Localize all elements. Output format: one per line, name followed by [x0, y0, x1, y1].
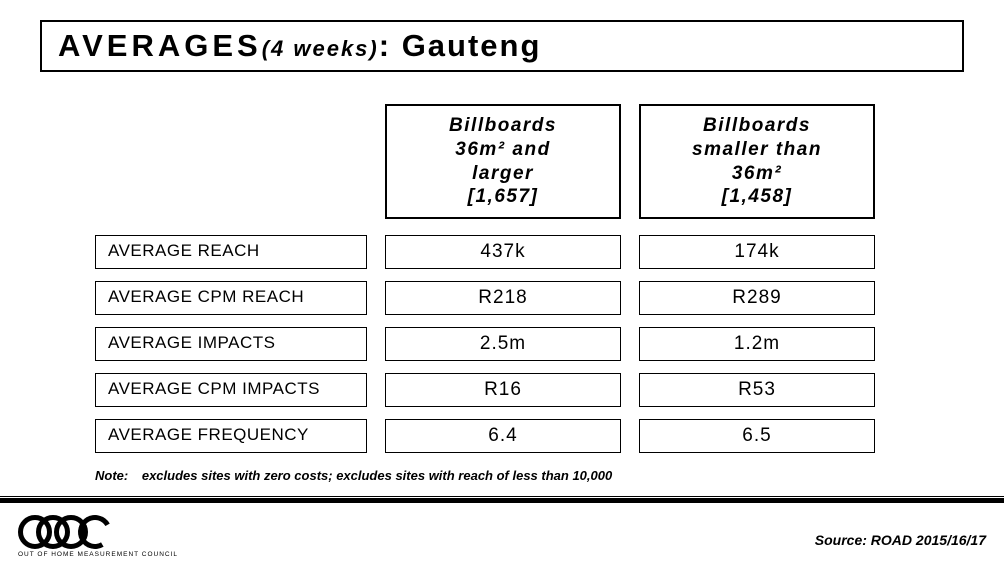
title-box: AVERAGES(4 weeks): Gauteng — [40, 20, 964, 72]
logo-subtext: OUT OF HOME MEASUREMENT COUNCIL — [18, 551, 178, 558]
slide: AVERAGES(4 weeks): Gauteng Billboards 36… — [0, 0, 1004, 570]
row-cell: 6.4 — [385, 419, 621, 453]
row-label: AVERAGE FREQUENCY — [95, 419, 367, 453]
column-header-small: Billboards smaller than 36m² [1,458] — [639, 104, 875, 219]
horizontal-divider — [0, 498, 1004, 503]
table-row: AVERAGE REACH 437k 174k — [95, 235, 904, 269]
note-label: Note: — [95, 468, 128, 483]
logo-glyphs-icon — [18, 515, 178, 549]
row-cell: R53 — [639, 373, 875, 407]
row-cell: R16 — [385, 373, 621, 407]
row-cell: 437k — [385, 235, 621, 269]
footnote: Note: excludes sites with zero costs; ex… — [95, 468, 612, 483]
table-row: AVERAGE IMPACTS 2.5m 1.2m — [95, 327, 904, 361]
title-region: Gauteng — [402, 28, 542, 63]
title-main: AVERAGES — [58, 28, 262, 63]
row-cell: 6.5 — [639, 419, 875, 453]
header-line: 36m² and — [393, 138, 613, 162]
header-line: Billboards — [393, 114, 613, 138]
source-citation: Source: ROAD 2015/16/17 — [815, 532, 986, 548]
header-count: [1,458] — [647, 185, 867, 209]
note-text: excludes sites with zero costs; excludes… — [142, 468, 612, 483]
row-label: AVERAGE REACH — [95, 235, 367, 269]
row-label: AVERAGE CPM IMPACTS — [95, 373, 367, 407]
header-line: larger — [393, 162, 613, 186]
title-sub: (4 weeks) — [262, 36, 379, 61]
row-cell: R289 — [639, 281, 875, 315]
omc-logo: OUT OF HOME MEASUREMENT COUNCIL — [18, 515, 178, 558]
comparison-table: Billboards 36m² and larger [1,657] Billb… — [95, 104, 904, 465]
row-cell: R218 — [385, 281, 621, 315]
row-label: AVERAGE IMPACTS — [95, 327, 367, 361]
header-spacer — [95, 104, 367, 219]
table-row: AVERAGE CPM REACH R218 R289 — [95, 281, 904, 315]
table-row: AVERAGE CPM IMPACTS R16 R53 — [95, 373, 904, 407]
header-count: [1,657] — [393, 185, 613, 209]
row-cell: 2.5m — [385, 327, 621, 361]
column-header-large: Billboards 36m² and larger [1,657] — [385, 104, 621, 219]
row-cell: 174k — [639, 235, 875, 269]
header-line: smaller than — [647, 138, 867, 162]
table-header-row: Billboards 36m² and larger [1,657] Billb… — [95, 104, 904, 219]
title-sep: : — [379, 28, 402, 63]
header-line: Billboards — [647, 114, 867, 138]
header-line: 36m² — [647, 162, 867, 186]
table-row: AVERAGE FREQUENCY 6.4 6.5 — [95, 419, 904, 453]
row-label: AVERAGE CPM REACH — [95, 281, 367, 315]
row-cell: 1.2m — [639, 327, 875, 361]
